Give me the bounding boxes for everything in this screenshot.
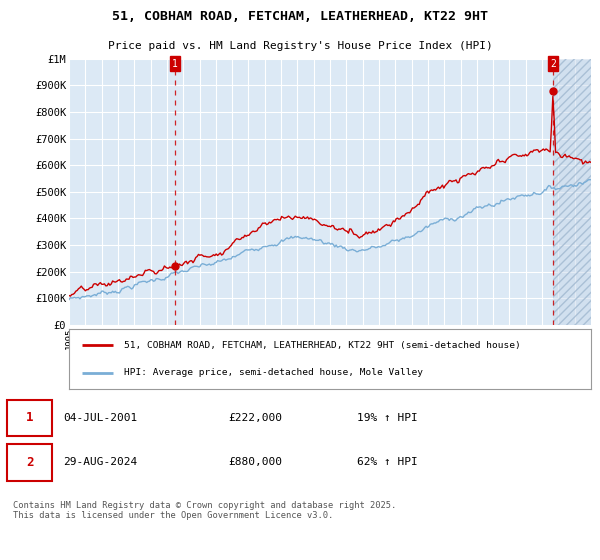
Text: 2: 2 <box>550 59 556 69</box>
Text: 51, COBHAM ROAD, FETCHAM, LEATHERHEAD, KT22 9HT (semi-detached house): 51, COBHAM ROAD, FETCHAM, LEATHERHEAD, K… <box>124 340 521 349</box>
Text: 51, COBHAM ROAD, FETCHAM, LEATHERHEAD, KT22 9HT: 51, COBHAM ROAD, FETCHAM, LEATHERHEAD, K… <box>112 10 488 23</box>
Text: 2: 2 <box>26 456 34 469</box>
Text: 1: 1 <box>26 412 34 424</box>
Text: Price paid vs. HM Land Registry's House Price Index (HPI): Price paid vs. HM Land Registry's House … <box>107 41 493 51</box>
Text: 29-AUG-2024: 29-AUG-2024 <box>63 458 137 468</box>
Text: 19% ↑ HPI: 19% ↑ HPI <box>357 413 418 423</box>
Text: HPI: Average price, semi-detached house, Mole Valley: HPI: Average price, semi-detached house,… <box>124 368 423 377</box>
Text: 62% ↑ HPI: 62% ↑ HPI <box>357 458 418 468</box>
FancyBboxPatch shape <box>7 400 52 436</box>
Text: 04-JUL-2001: 04-JUL-2001 <box>63 413 137 423</box>
FancyBboxPatch shape <box>7 444 52 480</box>
Text: £880,000: £880,000 <box>228 458 282 468</box>
Text: Contains HM Land Registry data © Crown copyright and database right 2025.
This d: Contains HM Land Registry data © Crown c… <box>13 501 397 520</box>
Text: £222,000: £222,000 <box>228 413 282 423</box>
Text: 1: 1 <box>172 59 178 69</box>
